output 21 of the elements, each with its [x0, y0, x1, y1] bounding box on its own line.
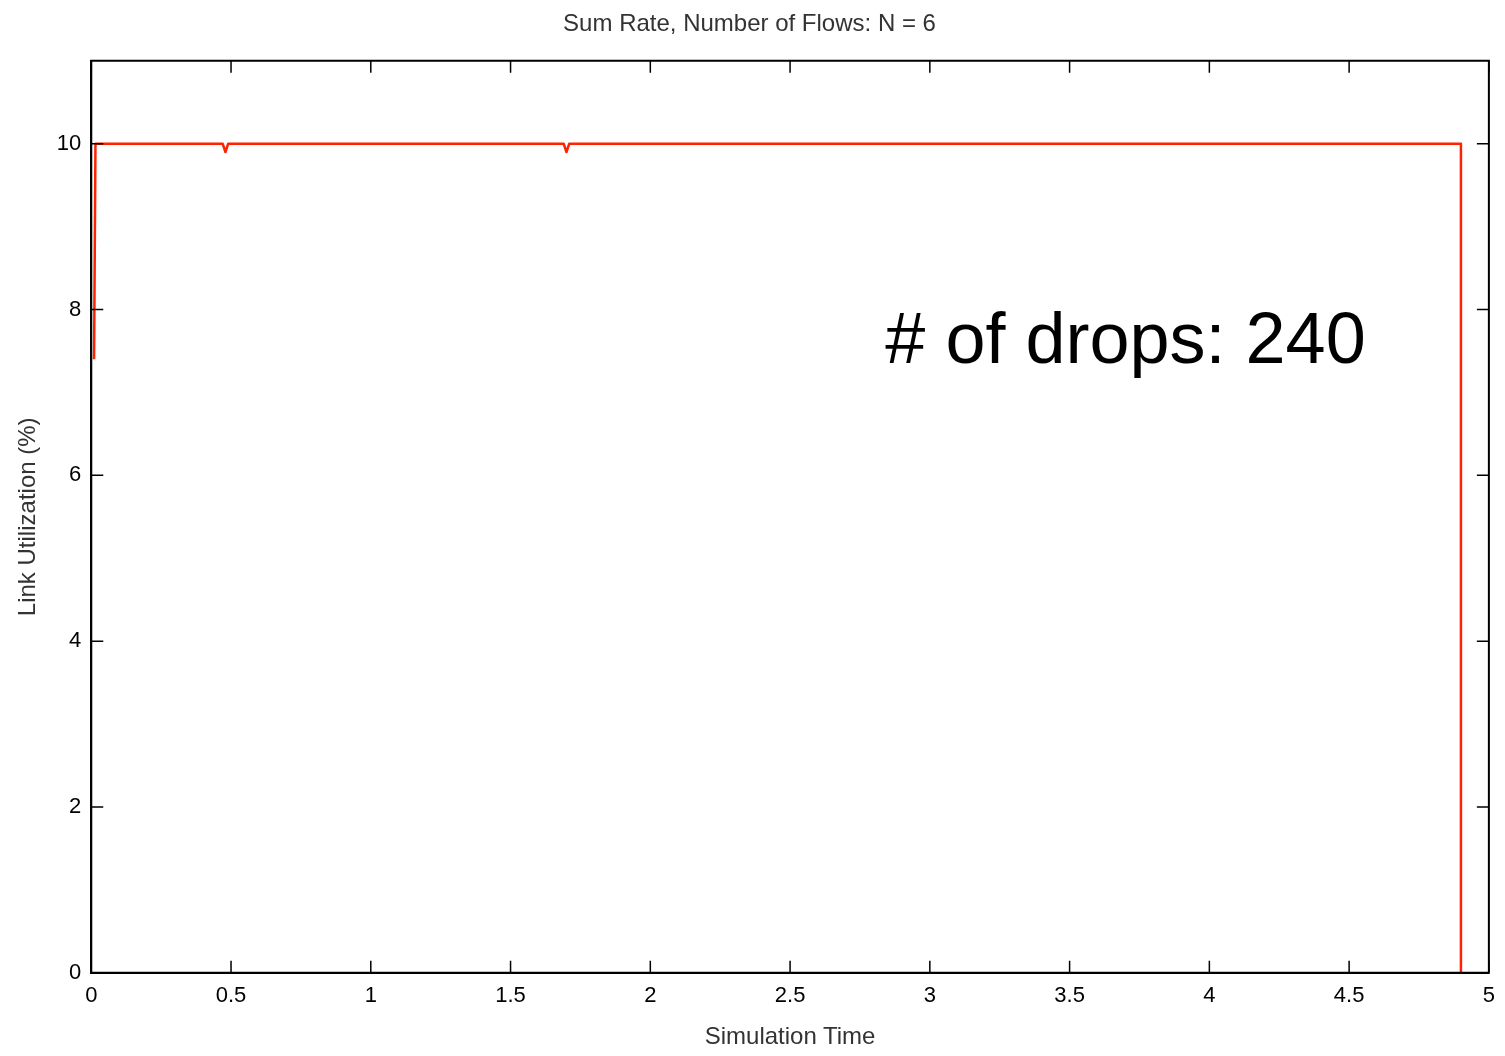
x-tick-label: 5: [1482, 982, 1496, 1008]
x-tick-label: 2.5: [774, 982, 806, 1008]
y-tick-label: 0: [69, 958, 82, 984]
x-tick-label: 4: [1203, 982, 1216, 1008]
x-tick-label: 4.5: [1333, 982, 1365, 1008]
x-axis-title: Simulation Time: [704, 1022, 876, 1050]
x-tick-label: 3.5: [1054, 982, 1085, 1008]
y-tick-label: 4: [69, 627, 82, 653]
y-tick-label: 6: [69, 461, 82, 487]
chart-title: Sum Rate, Number of Flows: N = 6: [563, 9, 936, 37]
x-tick-label: 3: [923, 982, 936, 1008]
x-tick-label: 0.5: [215, 982, 247, 1008]
x-tick-label: 0: [85, 982, 98, 1008]
annotation: # of drops: 240: [885, 297, 1366, 378]
y-tick-label: 2: [69, 793, 82, 819]
y-axis-title: Link Utilization (%): [13, 417, 41, 617]
y-tick-label: 8: [69, 295, 82, 321]
y-tick-label: 10: [56, 129, 82, 155]
x-tick-label: 2: [644, 982, 657, 1008]
x-tick-label: 1.5: [495, 982, 526, 1008]
x-tick-label: 1: [364, 982, 377, 1008]
